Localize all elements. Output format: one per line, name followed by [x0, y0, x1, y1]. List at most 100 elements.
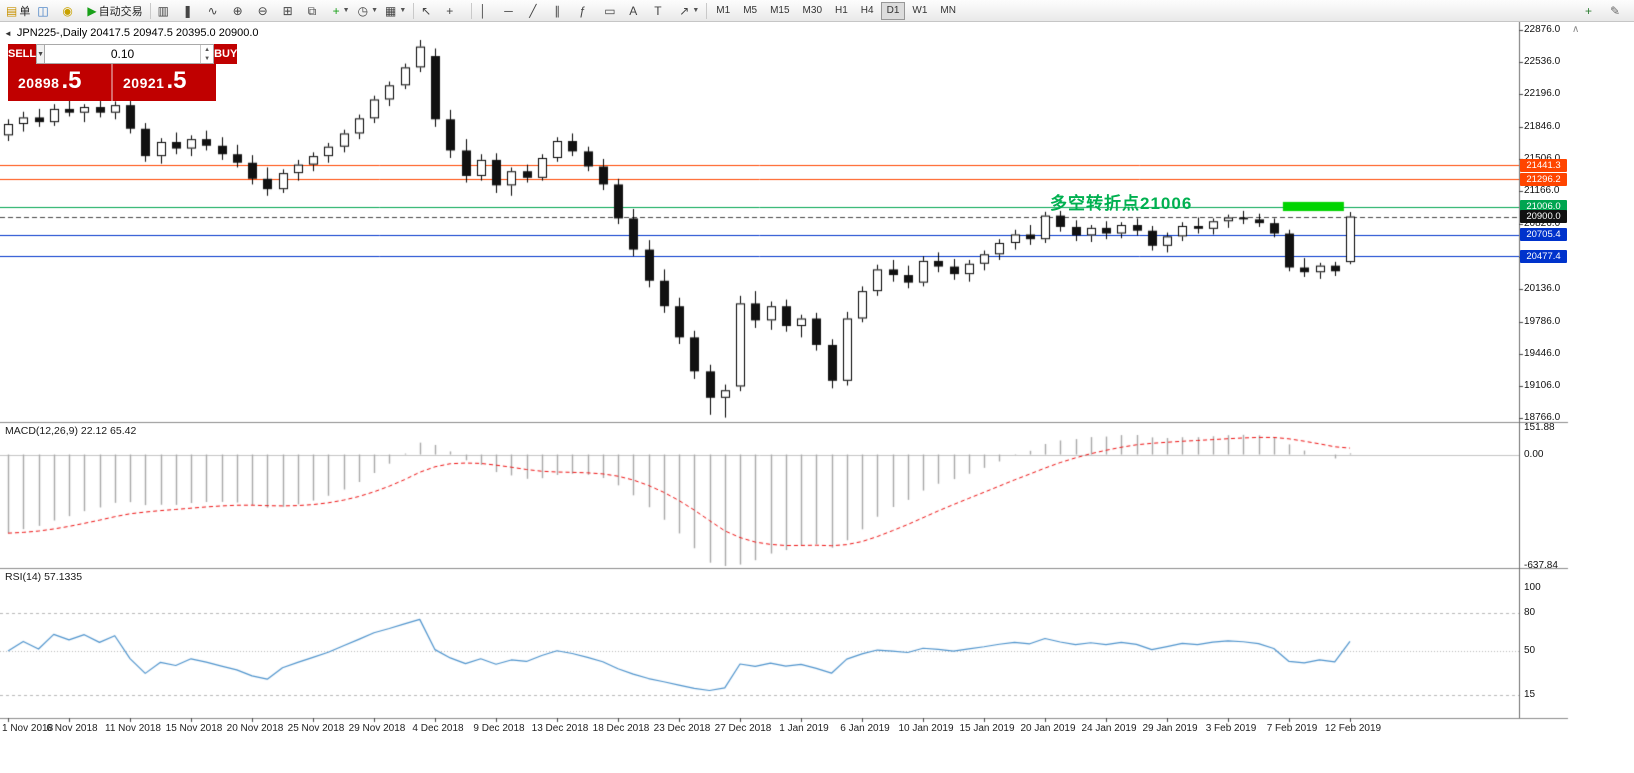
- auto-trading-button[interactable]: ▶ 自动交易: [84, 1, 145, 21]
- volume-dropdown-button[interactable]: ▼: [36, 44, 46, 64]
- templates-button[interactable]: ▦ ▼: [382, 1, 409, 21]
- time-axis-label: 9 Dec 2018: [473, 723, 525, 734]
- time-axis-label: 29 Nov 2018: [348, 723, 406, 734]
- rsi-axis-label: 100: [1524, 582, 1541, 593]
- hline-price-tag[interactable]: 21441.3: [1520, 158, 1567, 172]
- sell-button[interactable]: SELL: [8, 44, 37, 64]
- hline-price-tag[interactable]: 20705.4: [1520, 228, 1567, 242]
- tile-windows-button[interactable]: ⊞: [280, 1, 304, 21]
- chart-annotation-text: 多空转折点21006: [1050, 194, 1193, 213]
- timeframe-d1-button[interactable]: D1: [880, 1, 906, 20]
- one-click-trading-panel: SELL ▼ ▲ ▼ BUY 20898 .5 20921 .5: [8, 44, 238, 101]
- indicators-dropdown-icon: ▼: [342, 7, 350, 14]
- new-chart-button[interactable]: +: [1582, 1, 1606, 21]
- hline-price-tag[interactable]: 20477.4: [1520, 249, 1567, 263]
- bar-chart-icon: ▥: [157, 3, 169, 18]
- one-click-prices: 20898 .5 20921 .5: [8, 64, 216, 101]
- time-axis-label: 20 Nov 2018: [226, 723, 284, 734]
- timeframe-m1-button[interactable]: M1: [716, 5, 731, 16]
- zoom-in-button[interactable]: ⊕: [230, 1, 254, 21]
- spin-up-icon[interactable]: ▲: [204, 46, 211, 53]
- line-chart-icon: ∿: [207, 3, 218, 18]
- edit-icon: ✎: [1610, 3, 1621, 18]
- arrows-button[interactable]: ↗ ▼: [676, 1, 702, 21]
- time-axis-label: 27 Dec 2018: [714, 723, 772, 734]
- candlestick-chart-icon: ❚: [182, 3, 193, 18]
- shapes-button[interactable]: ▭: [601, 1, 625, 21]
- zoom-out-button[interactable]: ⊖: [255, 1, 279, 21]
- time-axis-label: 11 Nov 2018: [105, 723, 161, 734]
- timeframe-mn-button[interactable]: MN: [940, 5, 956, 16]
- time-axis-label: 12 Feb 2019: [1324, 723, 1382, 734]
- price-axis-label: 18766.0: [1524, 412, 1561, 423]
- dropdown-icon: ▼: [37, 50, 45, 58]
- timeframe-w1-button[interactable]: W1: [912, 5, 928, 16]
- candlestick-chart-button[interactable]: ❚: [180, 1, 204, 21]
- price-axis-label: 19106.0: [1524, 379, 1561, 391]
- horizontal-line-button[interactable]: ─: [501, 1, 525, 21]
- periods-dropdown-icon: ▼: [371, 7, 378, 14]
- new-order-button[interactable]: ▤ 单: [3, 1, 33, 21]
- vertical-line-button[interactable]: │: [476, 1, 500, 21]
- auto-trading-icon: ▶: [87, 3, 97, 18]
- hline-price-tag[interactable]: 21006.0: [1520, 200, 1567, 214]
- macd-axis-label: 151.88: [1524, 422, 1555, 433]
- toolbar-separator: [471, 2, 473, 19]
- macd-axis-label: 0.00: [1524, 448, 1544, 460]
- timeframe-m15-button[interactable]: M15: [770, 5, 790, 16]
- hline-price-tag[interactable]: 21296.2: [1520, 172, 1567, 186]
- shapes-icon: ▭: [604, 3, 616, 18]
- chart-canvas[interactable]: [0, 22, 1634, 773]
- trendline-icon: ╱: [529, 3, 537, 18]
- edit-button[interactable]: ✎: [1607, 1, 1631, 21]
- timeframe-m30-button[interactable]: M30: [802, 5, 822, 16]
- periods-icon: ◷: [357, 3, 369, 18]
- volume-input[interactable]: [45, 45, 201, 63]
- vertical-line-icon: │: [479, 3, 487, 18]
- equidistant-channel-button[interactable]: ∥: [551, 1, 575, 21]
- bar-chart-button[interactable]: ▥: [155, 1, 179, 21]
- spin-down-icon[interactable]: ▼: [204, 55, 211, 62]
- periods-button[interactable]: ◷ ▼: [355, 1, 381, 21]
- time-axis-label: 10 Jan 2019: [898, 723, 954, 734]
- line-chart-button[interactable]: ∿: [205, 1, 229, 21]
- timeframe-h4-button[interactable]: H4: [860, 5, 874, 16]
- time-axis-label: 1 Nov 2018: [2, 723, 54, 734]
- new-chart-icon: +: [1585, 3, 1593, 18]
- text-button[interactable]: A: [626, 1, 650, 21]
- timeframe-toolbar: M1 M5 M15 M30 H1 H4 D1 W1 MN: [710, 1, 962, 20]
- sell-price[interactable]: 20898 .5: [8, 64, 111, 101]
- trendline-button[interactable]: ╱: [526, 1, 550, 21]
- one-click-top-row: SELL ▼ ▲ ▼ BUY: [8, 44, 238, 64]
- new-order-label: 单: [19, 5, 31, 18]
- price-axis-label: 20136.0: [1524, 282, 1561, 294]
- equidistant-channel-icon: ∥: [554, 3, 561, 18]
- text-label-button[interactable]: T: [651, 1, 675, 21]
- crosshair-button[interactable]: +: [443, 1, 467, 21]
- rsi-axis-label: 15: [1524, 689, 1536, 701]
- one-click-toggle-icon[interactable]: ◄: [4, 28, 12, 38]
- time-axis-label: 15 Jan 2019: [959, 723, 1015, 734]
- buy-button[interactable]: BUY: [214, 44, 238, 64]
- current-price-tag: 20900.0: [1520, 210, 1567, 224]
- toolbar-items: ▤ 单 ◫ ◉ ▶ 自动交易 ▥ ❚ ∿ ⊕ ⊖ ⊞ ⧉ + ▼ ◷ ▼ ▦ ▼ ↖ + │ ─ ╱ ∥ ƒ ▭ A T ↗ ▼: [3, 1, 710, 21]
- fibonacci-icon: ƒ: [579, 3, 586, 18]
- profile-icon: ◉: [62, 3, 73, 18]
- time-axis-label: 20 Jan 2019: [1020, 723, 1076, 734]
- chart-header: ◄ JPN225-,Daily 20417.5 20947.5 20395.0 …: [4, 27, 259, 39]
- buy-price[interactable]: 20921 .5: [113, 64, 216, 101]
- chart-window-button[interactable]: ◫: [34, 1, 58, 21]
- fibonacci-button[interactable]: ƒ: [576, 1, 600, 21]
- cascade-windows-button[interactable]: ⧉: [305, 1, 329, 21]
- timeframe-h1-button[interactable]: H1: [835, 5, 848, 16]
- indicators-icon: +: [332, 3, 340, 18]
- profile-button[interactable]: ◉: [59, 1, 83, 21]
- price-axis-label: 22876.0: [1524, 24, 1561, 35]
- macd-indicator-label: MACD(12,26,9) 22.12 65.42: [5, 425, 137, 437]
- timeframe-m5-button[interactable]: M5: [743, 5, 758, 16]
- templates-icon: ▦: [385, 3, 397, 18]
- scroll-up-icon[interactable]: ∧: [1572, 24, 1580, 35]
- price-axis-label: 21166.0: [1524, 185, 1560, 197]
- cursor-button[interactable]: ↖: [418, 1, 442, 21]
- indicators-button[interactable]: + ▼: [330, 1, 354, 21]
